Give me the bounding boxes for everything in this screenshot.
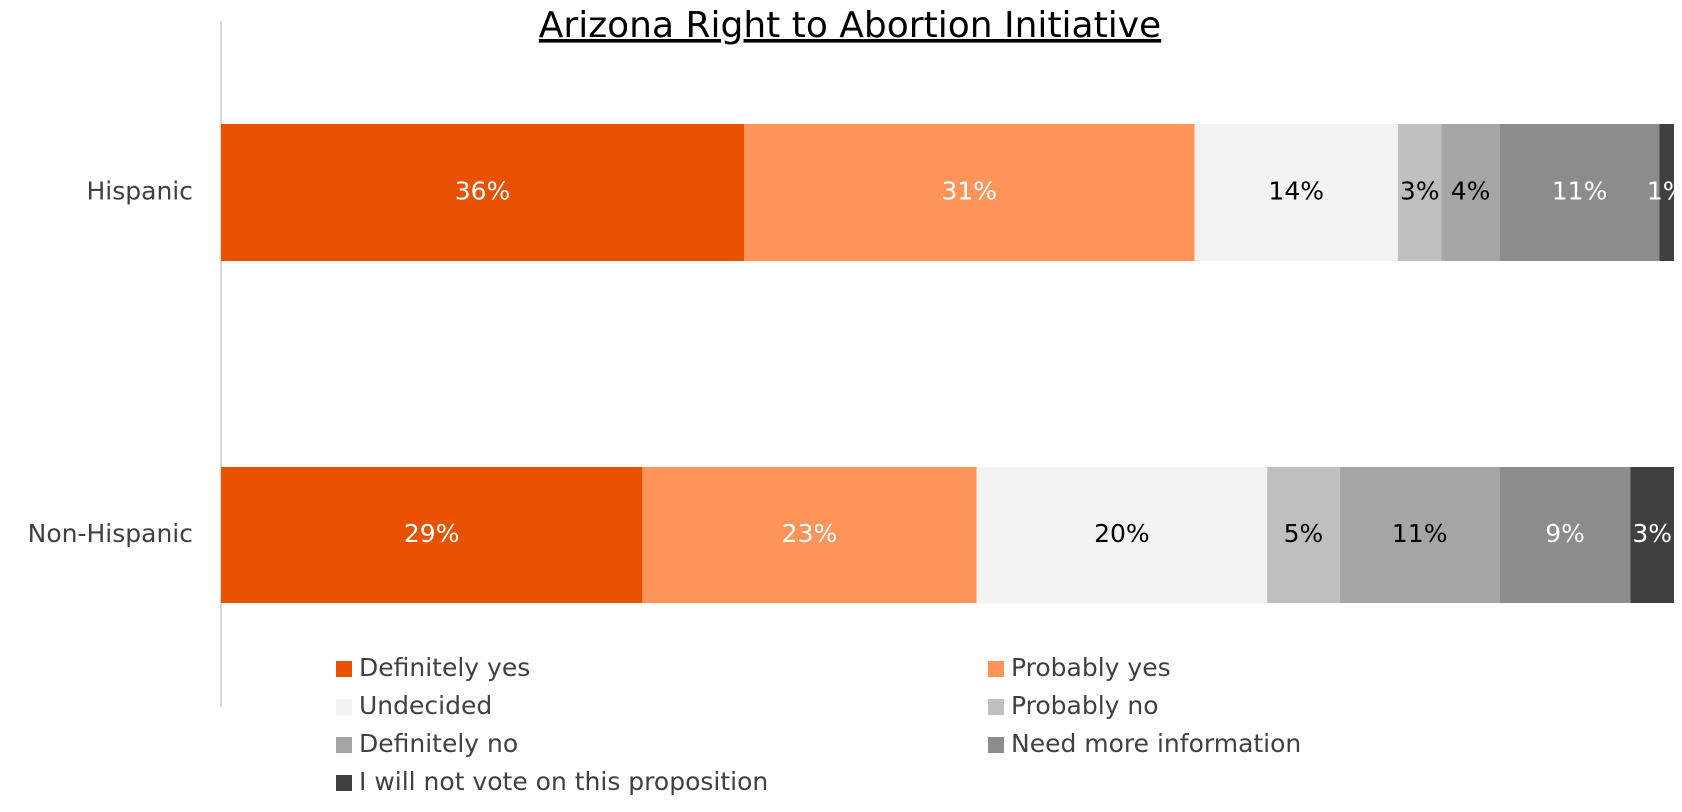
- data-label: 11%: [1392, 519, 1448, 548]
- bar-segment: [976, 467, 1268, 603]
- bar-segment: [1339, 467, 1500, 603]
- bar-segment: [744, 124, 1195, 261]
- data-label: 23%: [782, 519, 838, 548]
- bar-segment: [1267, 467, 1340, 603]
- data-label: 31%: [942, 177, 998, 206]
- data-label: 11%: [1552, 177, 1608, 206]
- data-label: 14%: [1268, 177, 1324, 206]
- category-label: Non-Hispanic: [28, 519, 193, 548]
- legend-label: I will not vote on this proposition: [359, 767, 768, 796]
- legend-label: Probably yes: [1011, 653, 1171, 682]
- chart-title: Arizona Right to Abortion Initiative: [539, 5, 1161, 46]
- bar-segment: [642, 467, 977, 603]
- legend-swatch: [336, 737, 352, 753]
- legend-label: Undecided: [359, 691, 492, 720]
- data-label: 36%: [455, 177, 511, 206]
- data-label: 4%: [1451, 177, 1491, 206]
- bar-segment: [1499, 467, 1631, 603]
- legend-label: Need more information: [1011, 729, 1301, 758]
- data-label: 29%: [404, 519, 460, 548]
- data-label: 3%: [1400, 177, 1440, 206]
- legend-swatch: [988, 661, 1004, 677]
- bar-segment: [221, 467, 643, 603]
- data-label: 5%: [1284, 519, 1324, 548]
- data-label: 1%: [1647, 177, 1682, 206]
- bar-segment: [1441, 124, 1500, 261]
- legend-label: Definitely yes: [359, 653, 530, 682]
- legend-label: Definitely no: [359, 729, 518, 758]
- legend-swatch: [336, 699, 352, 715]
- category-label: Hispanic: [87, 177, 194, 206]
- legend-swatch: [988, 737, 1004, 753]
- bar-segment: [1397, 124, 1442, 261]
- data-label: 9%: [1545, 519, 1585, 548]
- legend-swatch: [336, 775, 352, 791]
- legend-swatch: [336, 661, 352, 677]
- data-label: 20%: [1094, 519, 1150, 548]
- bar-segment: [221, 124, 745, 261]
- data-label: 3%: [1632, 519, 1672, 548]
- bar-segment: [1659, 124, 1674, 261]
- legend-swatch: [988, 699, 1004, 715]
- bar-segment: [1630, 467, 1674, 603]
- bar-segment: [1194, 124, 1398, 261]
- legend-label: Probably no: [1011, 691, 1159, 720]
- bar-segment: [1499, 124, 1660, 261]
